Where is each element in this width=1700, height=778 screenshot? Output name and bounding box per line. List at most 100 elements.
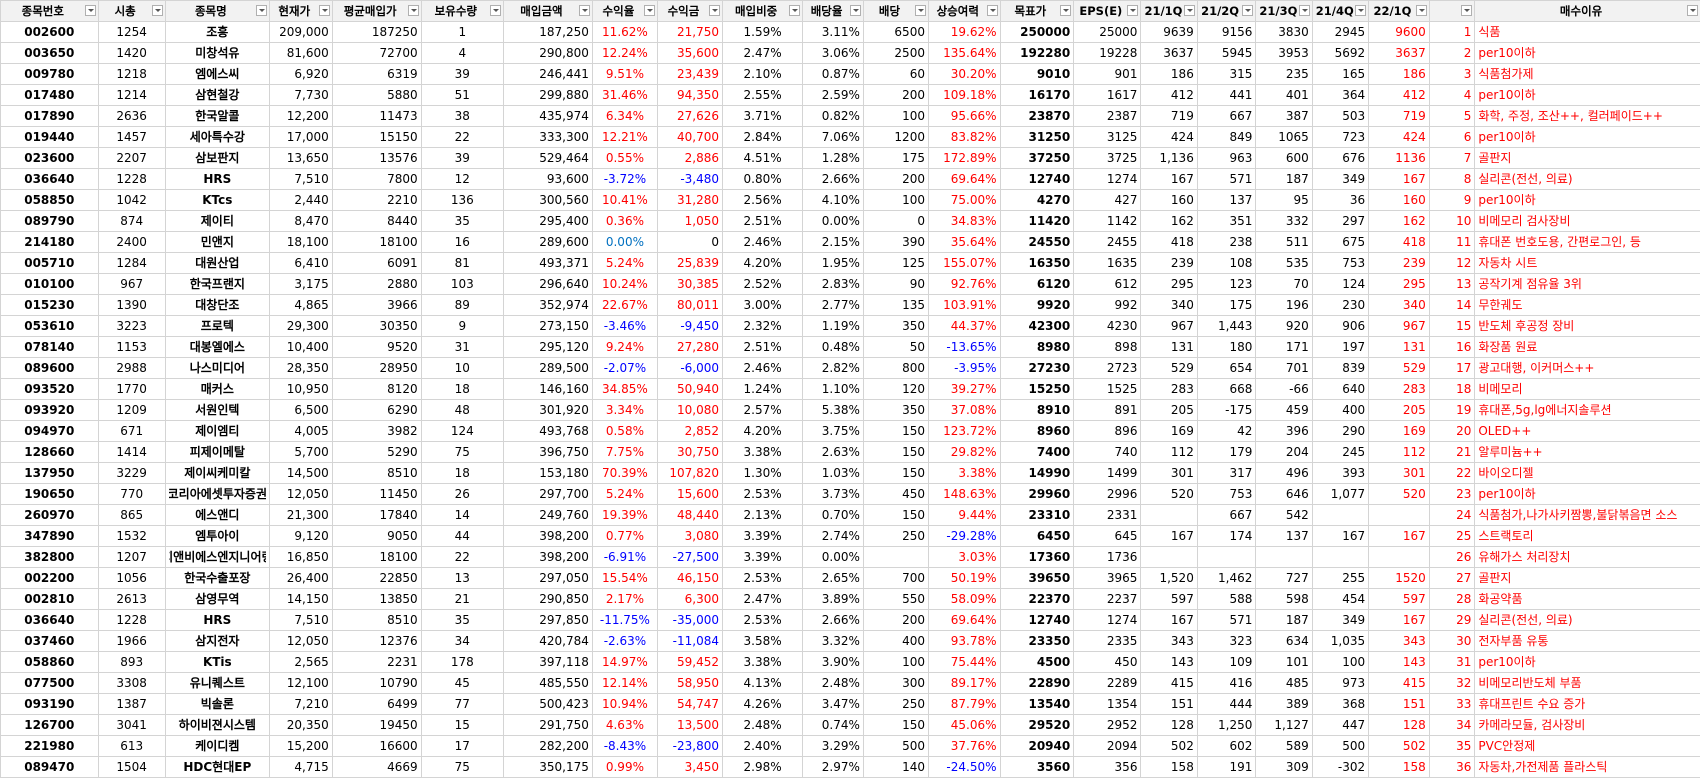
filter-button[interactable] bbox=[1242, 5, 1254, 16]
cell: 13 bbox=[1428, 273, 1476, 295]
cell-text: 22890 bbox=[1028, 676, 1071, 690]
cell-text: 34.83% bbox=[950, 214, 997, 228]
data-row: 058850 1042 KTcs 2,440 2210 136 300,560 10.41% 3… bbox=[0, 189, 1700, 211]
filter-button[interactable] bbox=[849, 5, 861, 16]
filter-button[interactable] bbox=[151, 5, 163, 16]
cell-text: 6500 bbox=[894, 25, 925, 39]
cell: 75 bbox=[420, 441, 505, 463]
data-row: 093920 1209 서원인텍 6,500 6290 48 301,920 3.34% 10,… bbox=[0, 399, 1700, 421]
cell-text: 39.27% bbox=[950, 382, 997, 396]
filter-button[interactable] bbox=[914, 5, 926, 16]
cell-text: 0.70% bbox=[821, 508, 860, 522]
cell-text: 3637 bbox=[1163, 46, 1194, 60]
cell-text: 2.47% bbox=[743, 46, 782, 60]
cell: 309 bbox=[1255, 756, 1313, 778]
cell-text: 1142 bbox=[1106, 214, 1138, 228]
filter-button[interactable] bbox=[255, 5, 267, 16]
filter-button[interactable] bbox=[84, 5, 96, 16]
cell: 301 bbox=[1368, 462, 1430, 484]
filter-button[interactable] bbox=[407, 5, 419, 16]
cell: 151 bbox=[1368, 693, 1430, 715]
filter-button[interactable] bbox=[1127, 5, 1139, 16]
filter-button[interactable] bbox=[1415, 5, 1427, 16]
cell-text: 바이오디젤 bbox=[1478, 466, 1534, 480]
cell-text: 4.26% bbox=[743, 697, 782, 711]
cell-text: 유니퀘스트 bbox=[189, 676, 245, 690]
cell: 1254 bbox=[97, 21, 166, 43]
cell: 390 bbox=[862, 231, 929, 253]
cell-text: 019440 bbox=[24, 130, 75, 144]
cell-text: 2207 bbox=[116, 151, 147, 165]
cell-text: 089600 bbox=[24, 361, 75, 375]
cell: 1387 bbox=[97, 693, 166, 715]
header-row: 종목번호 시총 종목명 현재가 평균매입가 보유수량 매입금액 수익율 수익금 매입비중 배당율 배당… bbox=[0, 0, 1700, 22]
filter-button[interactable] bbox=[709, 5, 720, 16]
cell-clip: 조흥 bbox=[169, 23, 266, 42]
column-header: 매입금액 bbox=[503, 0, 593, 22]
filter-button[interactable] bbox=[643, 5, 655, 16]
filter-button[interactable] bbox=[578, 5, 590, 16]
filter-button[interactable] bbox=[1060, 5, 1072, 16]
cell-text: 485,550 bbox=[539, 676, 589, 690]
cell: 205 bbox=[1368, 399, 1430, 421]
filter-button[interactable] bbox=[1461, 5, 1473, 16]
cell: 450 bbox=[862, 483, 929, 505]
cell: 613 bbox=[97, 735, 166, 757]
cell: 037460 bbox=[0, 630, 99, 652]
cell-text: 3.32% bbox=[821, 634, 860, 648]
cell: -35,000 bbox=[656, 609, 724, 631]
cell-text: 315 bbox=[1229, 67, 1253, 81]
cell: 1.10% bbox=[802, 378, 864, 400]
cell: 398,200 bbox=[503, 546, 593, 568]
cell-text: 427 bbox=[1114, 193, 1138, 207]
cell: 6319 bbox=[331, 63, 422, 85]
cell-text: 109.18% bbox=[943, 88, 997, 102]
cell-text: 0.00% bbox=[605, 235, 644, 249]
cell: 4.10% bbox=[802, 189, 864, 211]
cell-text: 297,050 bbox=[539, 571, 589, 585]
cell-text: 15,200 bbox=[286, 739, 329, 753]
filter-button[interactable] bbox=[490, 5, 502, 16]
header-text: 보유수량 bbox=[434, 4, 477, 18]
cell-text: 16600 bbox=[379, 739, 418, 753]
cell-text: 4 bbox=[1463, 88, 1472, 102]
cell: 205 bbox=[1140, 399, 1198, 421]
cell-text: 27,626 bbox=[677, 109, 719, 123]
cell: 143 bbox=[1368, 651, 1430, 673]
filter-button[interactable] bbox=[1183, 5, 1195, 16]
cell-text: 093520 bbox=[24, 382, 75, 396]
cell: 500,423 bbox=[503, 693, 593, 715]
cell-text: HRS bbox=[203, 172, 232, 186]
data-row: 214180 2400 민앤지 18,100 18100 16 289,600 0.00% 0 2… bbox=[0, 231, 1700, 253]
filter-button[interactable] bbox=[1355, 5, 1367, 16]
cell: 967 bbox=[1368, 315, 1430, 337]
cell-text: 25000 bbox=[1099, 25, 1138, 39]
cell-text: 295 bbox=[1402, 277, 1426, 291]
filter-button[interactable] bbox=[1298, 5, 1310, 16]
cell-text: 898 bbox=[1114, 340, 1138, 354]
cell: 17360 bbox=[999, 546, 1075, 568]
cell-text: 770 bbox=[120, 487, 144, 501]
filter-button[interactable] bbox=[1686, 5, 1698, 16]
cell: 34.85% bbox=[591, 378, 658, 400]
filter-button[interactable] bbox=[986, 5, 998, 16]
cell: 비메모리 bbox=[1474, 378, 1700, 400]
cell-clip: 삼현철강 bbox=[169, 86, 266, 105]
cell: 454 bbox=[1311, 588, 1370, 610]
cell-text: 16350 bbox=[1028, 256, 1071, 270]
cell-text: 295,120 bbox=[539, 340, 589, 354]
cell: 036640 bbox=[0, 609, 99, 631]
cell: 22890 bbox=[999, 672, 1075, 694]
cell: 37250 bbox=[999, 147, 1075, 169]
cell: 401 bbox=[1255, 84, 1313, 106]
cell: 146,160 bbox=[503, 378, 593, 400]
cell: 906 bbox=[1311, 315, 1370, 337]
cell-text: 휴대폰,5g,lg에너지솔루션 bbox=[1478, 403, 1612, 417]
cell-text: 3.73% bbox=[821, 487, 860, 501]
cell: 2.74% bbox=[802, 525, 864, 547]
cell-text: 38 bbox=[454, 109, 470, 123]
cell-text: 12.14% bbox=[602, 676, 648, 690]
filter-button[interactable] bbox=[789, 5, 801, 16]
cell-text: 81 bbox=[454, 256, 470, 270]
filter-button[interactable] bbox=[318, 5, 330, 16]
